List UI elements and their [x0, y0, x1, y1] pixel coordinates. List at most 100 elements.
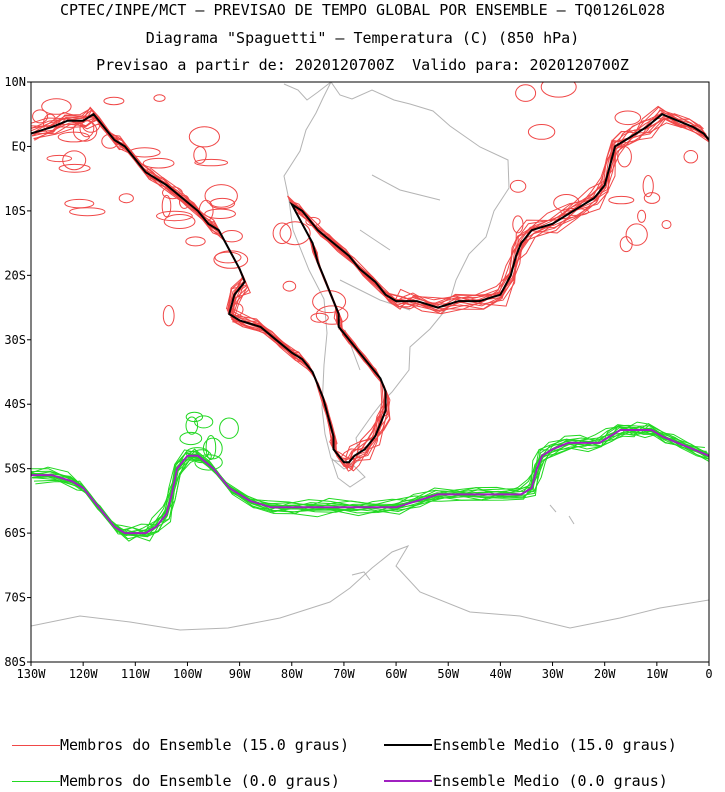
ensemble-member-15-contour [515, 84, 537, 102]
ensemble-member-15-contour [272, 222, 292, 245]
ensemble-member-15-contour [560, 207, 590, 216]
legend-swatch-members-15 [12, 745, 60, 746]
lat-tick-label: 20S [4, 268, 26, 282]
ensemble-member-15-contour [163, 214, 196, 229]
south-america-coast [283, 82, 510, 470]
lon-tick-label: 80W [281, 667, 303, 681]
ensemble-member-15-contour [619, 236, 633, 253]
map-frame [30, 81, 710, 663]
lon-axis: 130W 120W 110W 100W 90W 80W 70W 60W 50W 40W 30W 20W… [17, 662, 713, 681]
ensemble-member-15-line [33, 105, 709, 462]
ensemble-member-0-contour [185, 411, 204, 423]
lat-tick-label: 50S [4, 462, 26, 476]
lat-axis: 10N EQ 10S 20S 30S 40S 50S 60S 70S 80S [4, 75, 31, 669]
ensemble-mean-15-line [31, 112, 709, 464]
lon-tick-label: 100W [173, 667, 203, 681]
ensemble-member-15-contour [153, 94, 166, 102]
ensemble-member-15-contour [162, 305, 175, 327]
antarctic-islands [351, 504, 575, 581]
ensemble-member-15-contour [162, 186, 183, 200]
legend-label-mean-15: Ensemble Medio (15.0 graus) [433, 736, 677, 754]
ensemble-member-15-contour [661, 220, 672, 229]
lon-tick-label: 30W [542, 667, 564, 681]
coastline [31, 82, 709, 631]
lat-tick-label: 10S [4, 204, 26, 218]
ensemble-member-15-contour [204, 208, 237, 220]
ensemble-member-0-contour [185, 416, 199, 435]
ensemble-member-15-contour [642, 175, 654, 198]
ensemble-member-15-line [31, 112, 709, 463]
ensemble-member-0-line [31, 423, 709, 533]
ensemble-member-15-contour [103, 96, 125, 106]
ensemble-member-15-contour [637, 209, 647, 223]
ensemble-member-15-contour [64, 198, 95, 209]
ensemble-member-15-contour [204, 184, 238, 208]
ensemble-member-15-contour [41, 98, 72, 115]
ensemble-member-15-contour [553, 194, 580, 212]
title-line-1: CPTEC/INPE/MCT — PREVISAO DE TEMPO GLOBA… [59, 1, 666, 19]
ensemble-member-15-contour [540, 82, 577, 98]
ensemble-member-15-contour [188, 126, 220, 148]
legend-label-members-0: Membros do Ensemble (0.0 graus) [60, 772, 340, 790]
ensemble-member-15-contour [69, 207, 106, 217]
ensemble-member-15-contour [62, 150, 87, 171]
ensemble-member-15-contour [625, 223, 648, 246]
ensemble-member-15-contour [43, 113, 58, 134]
ensemble-member-15-contour [512, 215, 524, 234]
ensemble-members-15 [31, 82, 709, 472]
legend-label-mean-0: Ensemble Medio (0.0 graus) [433, 772, 668, 790]
ensemble-member-15-contour [279, 221, 311, 246]
ensemble-member-15-line [31, 113, 708, 468]
lon-tick-label: 90W [229, 667, 251, 681]
ensemble-member-15-contour [315, 305, 349, 325]
title-line-2: Diagrama "Spaguetti" — Temperatura (C) (… [145, 29, 580, 47]
lon-tick-label: 50W [437, 667, 459, 681]
title-line-3: Previsao a partir de: 2020120700Z Valido… [96, 56, 629, 74]
ensemble-member-15-contour [614, 110, 642, 126]
ensemble-member-15-line [31, 111, 704, 472]
ensemble-member-15-contour [683, 150, 699, 164]
lon-tick-label: 0 [705, 667, 712, 681]
ensemble-member-15-contour [608, 195, 635, 205]
ensemble-members-0 [31, 411, 709, 542]
ensemble-member-15-contour [142, 157, 175, 169]
ensemble-member-15-contour [128, 147, 161, 158]
ensemble-member-15-contour [312, 290, 347, 314]
lon-tick-label: 60W [385, 667, 407, 681]
ensemble-member-15-contour [58, 163, 91, 173]
ensemble-member-0-contour [194, 415, 214, 429]
ensemble-member-15-contour [617, 146, 632, 168]
ensemble-member-15-contour [161, 194, 172, 218]
ensemble-member-15-contour [185, 236, 206, 247]
lon-tick-label: 10W [646, 667, 668, 681]
lon-tick-label: 70W [333, 667, 355, 681]
ensemble-member-15-contour [282, 280, 297, 292]
legend-swatch-members-0 [12, 781, 60, 782]
lon-tick-label: 110W [121, 667, 151, 681]
country-borders [339, 174, 441, 371]
lat-tick-label: 40S [4, 397, 26, 411]
lon-tick-label: 130W [17, 667, 47, 681]
ensemble-member-15-contour [527, 123, 556, 140]
ensemble-member-15-contour [118, 193, 134, 204]
legend-label-members-15: Membros do Ensemble (15.0 graus) [60, 736, 349, 754]
ensemble-member-0-line [31, 424, 707, 538]
ensemble-member-15-contour [46, 154, 73, 163]
ensemble-member-0-contour [194, 454, 223, 471]
ensemble-member-0-contour [205, 435, 217, 460]
ensemble-member-15-contour [179, 194, 190, 209]
ensemble-member-0-contour [219, 417, 239, 439]
ensemble-member-15-contour [156, 210, 193, 222]
ensemble-member-15-contour [194, 158, 229, 167]
lat-tick-label: 60S [4, 526, 26, 540]
ensemble-member-15-contour [214, 251, 242, 264]
ensemble-member-0-contour [179, 431, 203, 446]
ensemble-mean-0-line [31, 429, 709, 535]
lon-tick-label: 40W [490, 667, 512, 681]
lon-tick-label: 120W [69, 667, 99, 681]
ensemble-member-15-contour [310, 312, 329, 323]
lat-tick-label: 70S [4, 591, 26, 605]
lat-tick-label: 30S [4, 333, 26, 347]
ensemble-member-0-line [35, 426, 709, 542]
